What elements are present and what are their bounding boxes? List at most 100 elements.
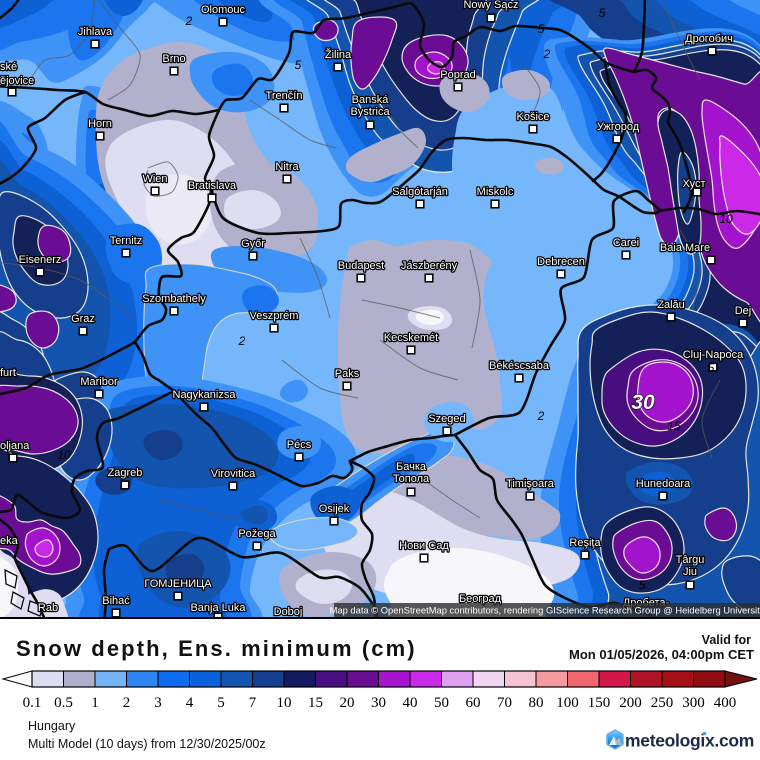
svg-text:Horn: Horn: [88, 118, 112, 130]
svg-text:ГОМЈЕНИЦА: ГОМЈЕНИЦА: [144, 578, 212, 590]
svg-text:Osijek: Osijek: [319, 503, 350, 515]
svg-text:Budapest: Budapest: [338, 260, 384, 272]
svg-text:Trenčín: Trenčín: [266, 90, 303, 102]
svg-text:Carei: Carei: [613, 237, 639, 249]
svg-text:Košice: Košice: [516, 111, 549, 123]
svg-text:ějovice: ějovice: [0, 75, 34, 87]
svg-text:Бачка: Бачка: [396, 461, 427, 473]
svg-text:Banská: Banská: [352, 94, 390, 106]
svg-text:furt: furt: [0, 367, 16, 379]
svg-text:Jihlava: Jihlava: [78, 26, 113, 38]
svg-text:250: 250: [651, 695, 674, 711]
svg-text:7: 7: [249, 695, 257, 711]
svg-text:20: 20: [340, 695, 355, 711]
svg-text:5: 5: [295, 58, 302, 72]
svg-text:Târgu: Târgu: [676, 554, 705, 566]
svg-text:Ужгород: Ужгород: [597, 121, 640, 133]
svg-text:300: 300: [682, 695, 705, 711]
svg-text:Poprad: Poprad: [440, 69, 475, 81]
svg-text:Reşiţa: Reşiţa: [569, 537, 601, 549]
svg-text:Jászberény: Jászberény: [401, 260, 458, 272]
svg-text:Graz: Graz: [71, 313, 95, 325]
svg-text:Nitra: Nitra: [275, 161, 299, 173]
svg-text:Miskolc: Miskolc: [477, 186, 514, 198]
svg-text:200: 200: [619, 695, 642, 711]
svg-text:Map data © OpenStreetMap contr: Map data © OpenStreetMap contributors, r…: [330, 605, 760, 616]
svg-text:70: 70: [497, 695, 512, 711]
svg-text:1: 1: [91, 695, 99, 711]
svg-text:400: 400: [714, 695, 737, 711]
svg-text:Нови Сад: Нови Сад: [399, 540, 449, 552]
svg-text:15: 15: [308, 695, 323, 711]
svg-text:2: 2: [238, 334, 246, 348]
svg-text:2: 2: [543, 47, 551, 61]
svg-text:Szeged: Szeged: [428, 413, 465, 425]
svg-text:Szombathely: Szombathely: [142, 293, 206, 305]
svg-text:Virovitica: Virovitica: [211, 468, 256, 480]
svg-text:Zalău: Zalău: [657, 299, 685, 311]
svg-text:50: 50: [434, 695, 449, 711]
svg-text:meteologix.com: meteologix.com: [625, 731, 754, 751]
svg-text:Timişoara: Timişoara: [506, 478, 555, 490]
svg-text:Kecskemét: Kecskemét: [384, 332, 438, 344]
svg-text:3: 3: [154, 695, 162, 711]
svg-text:2: 2: [185, 14, 193, 28]
svg-text:80: 80: [529, 695, 544, 711]
svg-text:Zagreb: Zagreb: [108, 467, 143, 479]
svg-text:Salgótarján: Salgótarján: [392, 186, 448, 198]
svg-text:100: 100: [556, 695, 579, 711]
svg-text:Veszprém: Veszprém: [250, 310, 299, 322]
svg-text:Bystrica: Bystrica: [350, 106, 390, 118]
svg-text:30: 30: [371, 695, 386, 711]
svg-text:Nagykanizsa: Nagykanizsa: [173, 389, 237, 401]
svg-text:Baia Mare: Baia Mare: [660, 242, 710, 254]
svg-text:Jiu: Jiu: [683, 566, 697, 578]
svg-text:Топола: Топола: [393, 473, 430, 485]
svg-text:Békéscsaba: Békéscsaba: [489, 360, 550, 372]
svg-text:Cluj-Napoca: Cluj-Napoca: [683, 349, 744, 361]
svg-text:Београд: Београд: [459, 593, 502, 605]
svg-text:Debrecen: Debrecen: [537, 256, 585, 268]
svg-text:2: 2: [537, 409, 545, 423]
svg-text:10: 10: [277, 695, 292, 711]
svg-text:10: 10: [57, 448, 71, 462]
svg-text:Eisenerz: Eisenerz: [19, 254, 62, 266]
svg-text:Wien: Wien: [142, 173, 167, 185]
svg-text:Požega: Požega: [238, 528, 276, 540]
svg-text:4: 4: [186, 695, 194, 711]
svg-text:Žilina: Žilina: [325, 48, 352, 61]
svg-text:oljana: oljana: [0, 440, 30, 452]
svg-text:0.5: 0.5: [54, 695, 73, 711]
svg-text:Pécs: Pécs: [287, 439, 312, 451]
svg-text:15: 15: [667, 419, 681, 433]
svg-text:5: 5: [639, 578, 646, 592]
svg-text:Rab: Rab: [38, 602, 58, 614]
svg-text:Maribor: Maribor: [80, 376, 118, 388]
svg-text:Doboj: Doboj: [274, 606, 303, 618]
svg-text:Banja Luka: Banja Luka: [190, 602, 246, 614]
svg-text:2: 2: [123, 695, 131, 711]
svg-text:eka: eka: [0, 535, 19, 547]
svg-text:40: 40: [403, 695, 418, 711]
svg-text:Дрогобич: Дрогобич: [685, 33, 733, 45]
svg-text:Győr: Győr: [241, 238, 265, 250]
svg-text:5: 5: [708, 361, 715, 375]
svg-text:Bratislava: Bratislava: [188, 180, 237, 192]
svg-text:5: 5: [599, 6, 606, 20]
svg-text:5: 5: [217, 695, 225, 711]
svg-text:Olomouc: Olomouc: [201, 4, 246, 16]
svg-text:150: 150: [588, 695, 611, 711]
svg-text:Nowy Sącz: Nowy Sącz: [463, 0, 518, 11]
svg-text:Brno: Brno: [162, 53, 185, 65]
svg-text:Dej: Dej: [735, 305, 752, 317]
svg-text:Bihać: Bihać: [102, 595, 130, 607]
svg-text:5: 5: [538, 22, 545, 36]
svg-text:10: 10: [719, 212, 733, 226]
svg-text:Ternitz: Ternitz: [110, 235, 142, 247]
svg-text:ské: ské: [0, 61, 17, 73]
svg-text:Paks: Paks: [335, 368, 360, 380]
svg-text:Hunedoara: Hunedoara: [636, 478, 691, 490]
svg-text:60: 60: [466, 695, 481, 711]
svg-text:0.1: 0.1: [23, 695, 42, 711]
svg-text:30: 30: [631, 391, 655, 414]
